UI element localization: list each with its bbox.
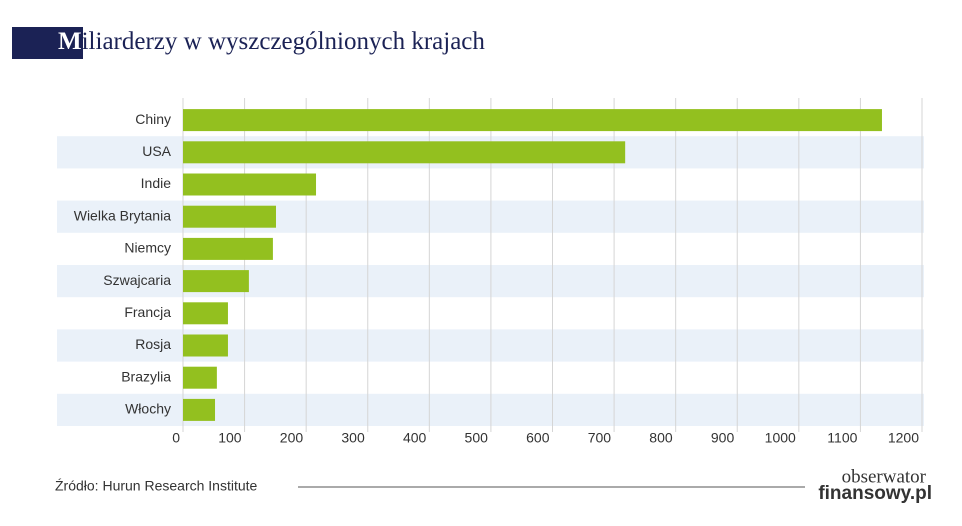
y-tick-label: Indie	[141, 175, 172, 191]
bar	[183, 205, 276, 228]
x-tick-label: 400	[403, 430, 427, 446]
x-tick-label: 200	[280, 430, 304, 446]
bar	[183, 109, 882, 132]
logo-line: obserwator	[842, 466, 927, 487]
source: Źródło: Hurun Research Institute	[55, 478, 258, 494]
x-tick-label: 100	[218, 430, 242, 446]
bar	[183, 173, 317, 196]
y-tick-label: Rosja	[135, 336, 171, 352]
x-tick-label: 1200	[888, 430, 919, 446]
x-tick-label: 900	[711, 430, 735, 446]
logo-line: finansowy.pl	[818, 483, 932, 504]
y-tick-label: Niemcy	[124, 240, 171, 256]
bar	[183, 237, 273, 260]
bar	[183, 270, 249, 293]
title-marker	[12, 27, 83, 59]
x-tick-label: 0	[172, 430, 180, 446]
x-tick-label: 700	[588, 430, 612, 446]
x-tick-label: 1100	[827, 430, 857, 446]
bar	[183, 302, 228, 325]
chart-title: Miliarderzy w wyszczególnionych krajach	[58, 28, 485, 55]
bar	[183, 141, 626, 164]
y-tick-label: Brazylia	[121, 368, 171, 384]
x-tick-label: 500	[465, 430, 489, 446]
y-tick-label: Szwajcaria	[103, 272, 171, 288]
y-tick-label: USA	[142, 143, 171, 159]
x-tick-label: 300	[341, 430, 365, 446]
y-tick-label: Francja	[124, 304, 171, 320]
y-tick-label: Włochy	[125, 401, 171, 417]
bar	[183, 334, 228, 357]
bar	[183, 366, 217, 389]
x-tick-label: 800	[649, 430, 673, 446]
x-tick-label: 600	[526, 430, 550, 446]
y-tick-label: Wielka Brytania	[74, 207, 171, 223]
bar	[183, 398, 216, 421]
y-tick-label: Chiny	[135, 111, 171, 127]
x-tick-label: 1000	[765, 430, 796, 446]
